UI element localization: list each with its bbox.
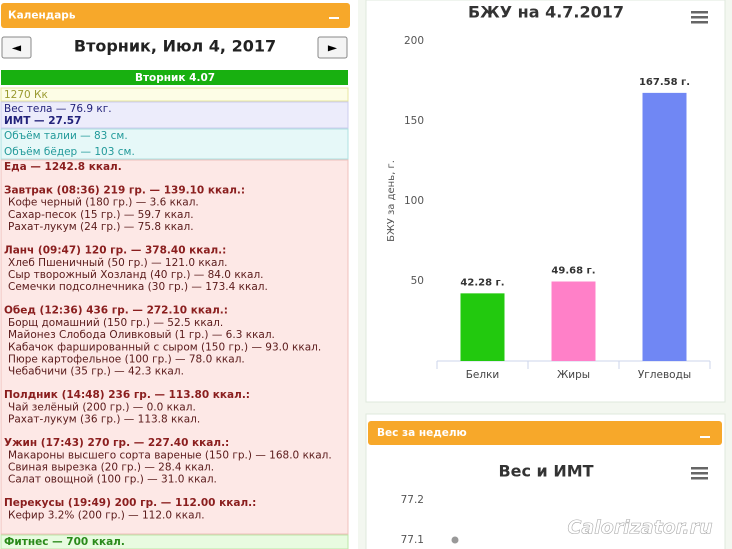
sidebar-row: Свиная вырезка (20 гр.) — 28.4 ккал. bbox=[8, 462, 214, 474]
chart-title: БЖУ на 4.7.2017 bbox=[468, 3, 624, 22]
value-label: 167.58 г. bbox=[639, 77, 690, 88]
sidebar-row: Обед (12:36) 436 гр. — 272.10 ккал.: bbox=[4, 305, 228, 317]
sidebar-row: Сыр творожный Хозланд (40 гр.) — 84.0 кк… bbox=[8, 269, 264, 281]
sidebar-row: Пюре картофельное (100 гр.) — 78.0 ккал. bbox=[8, 354, 245, 366]
y-tick-label: 50 bbox=[411, 275, 424, 287]
value-label: 49.68 г. bbox=[551, 266, 595, 277]
y-tick-label: 77.2 bbox=[401, 494, 424, 506]
point bbox=[451, 536, 459, 544]
sidebar-row: 1270 Кк bbox=[4, 89, 48, 101]
calendar-title: Календарь bbox=[8, 10, 76, 22]
day-bar bbox=[1, 70, 348, 85]
sidebar-row: Чебабчичи (35 гр.) — 42.3 ккал. bbox=[8, 366, 184, 378]
sidebar-row: Хлеб Пшеничный (50 гр.) — 121.0 ккал. bbox=[8, 257, 228, 269]
sidebar-row: Объём бёдер — 103 см. bbox=[4, 146, 135, 158]
sidebar-row: Сахар-песок (15 гр.) — 59.7 ккал. bbox=[8, 209, 194, 221]
sidebar-row: Объём талии — 83 см. bbox=[4, 130, 128, 142]
sidebar-row: Рахат-лукум (24 гр.) — 75.8 ккал. bbox=[8, 221, 194, 233]
sidebar-row: Вес тела — 76.9 кг. bbox=[4, 103, 112, 115]
sidebar-row: Полдник (14:48) 236 гр. — 113.80 ккал.: bbox=[4, 389, 250, 401]
sidebar-row: Ужин (17:43) 270 гр. — 227.40 ккал.: bbox=[4, 437, 229, 449]
sidebar-row: Борщ домашний (150 гр.) — 52.5 ккал. bbox=[8, 317, 223, 329]
menu-icon[interactable] bbox=[691, 467, 708, 480]
sidebar-row: Рахат-лукум (36 гр.) — 113.8 ккал. bbox=[8, 414, 200, 426]
sidebar-row: Кефир 3.2% (200 гр.) — 112.0 ккал. bbox=[8, 509, 205, 521]
sidebar-row: Завтрак (08:36) 219 гр. — 139.10 ккал.: bbox=[4, 185, 245, 197]
sidebar-row: Ланч (09:47) 120 гр. — 378.40 ккал.: bbox=[4, 245, 226, 257]
bar bbox=[642, 92, 687, 361]
sidebar-row: Чай зелёный (200 гр.) — 0.0 ккал. bbox=[8, 401, 196, 413]
prev-label: ◄ bbox=[12, 41, 22, 55]
y-tick-label: 150 bbox=[404, 115, 424, 127]
prev-button[interactable] bbox=[1, 36, 32, 59]
value-label: 42.28 г. bbox=[460, 277, 504, 288]
sidebar-row: Перекусы (19:49) 200 гр. — 112.00 ккал.: bbox=[4, 497, 256, 509]
x-tick-label: Белки bbox=[466, 369, 500, 381]
sidebar-row: ИМТ — 27.57 bbox=[4, 115, 81, 127]
bar bbox=[551, 281, 596, 361]
watermark: Calorizator.ru bbox=[567, 517, 712, 539]
next-button[interactable] bbox=[317, 36, 348, 59]
weight-row bbox=[0, 101, 349, 129]
x-tick-label: Жиры bbox=[557, 369, 590, 381]
sidebar-row: Макароны высшего сорта вареные (150 гр.)… bbox=[8, 449, 332, 461]
sidebar-row: Майонез Слобода Оливковый (1 гр.) — 6.3 … bbox=[8, 329, 275, 341]
menu-icon[interactable] bbox=[691, 11, 708, 24]
next-label: ► bbox=[328, 41, 338, 55]
food-block bbox=[0, 159, 349, 535]
sidebar-row: Фитнес — 700 ккал. bbox=[4, 536, 125, 548]
measure-row bbox=[0, 128, 349, 160]
y-tick-label: 200 bbox=[404, 35, 424, 47]
y-tick-label: 100 bbox=[404, 195, 424, 207]
sidebar-row: Салат овощной (100 гр.) — 31.0 ккал. bbox=[8, 474, 217, 486]
chart-title: Вес и ИМТ bbox=[498, 462, 593, 481]
y-axis-label: БЖУ за день, г. bbox=[386, 160, 397, 242]
date-title: Вторник, Июл 4, 2017 bbox=[74, 37, 276, 56]
weekly-title: Вес за неделю bbox=[377, 427, 467, 439]
fitness-row bbox=[0, 534, 349, 549]
y-tick-label: 77.1 bbox=[401, 534, 424, 546]
bar bbox=[460, 293, 505, 361]
weekly-header bbox=[368, 421, 722, 445]
day-label: Вторник 4.07 bbox=[135, 72, 215, 84]
calories-row bbox=[0, 87, 349, 102]
sidebar-row: Семечки подсолнечника (30 гр.) — 173.4 к… bbox=[8, 281, 268, 293]
sidebar-row: Еда — 1242.8 ккал. bbox=[4, 161, 122, 173]
collapse-icon[interactable] bbox=[329, 17, 339, 19]
calendar-header bbox=[1, 3, 350, 28]
sidebar-row: Кабачок фаршированный с сыром (150 гр.) … bbox=[8, 341, 321, 353]
collapse-icon[interactable] bbox=[700, 436, 710, 438]
x-tick-label: Углеводы bbox=[638, 369, 691, 381]
sidebar-row: Кофе черный (180 гр.) — 3.6 ккал. bbox=[8, 197, 199, 209]
